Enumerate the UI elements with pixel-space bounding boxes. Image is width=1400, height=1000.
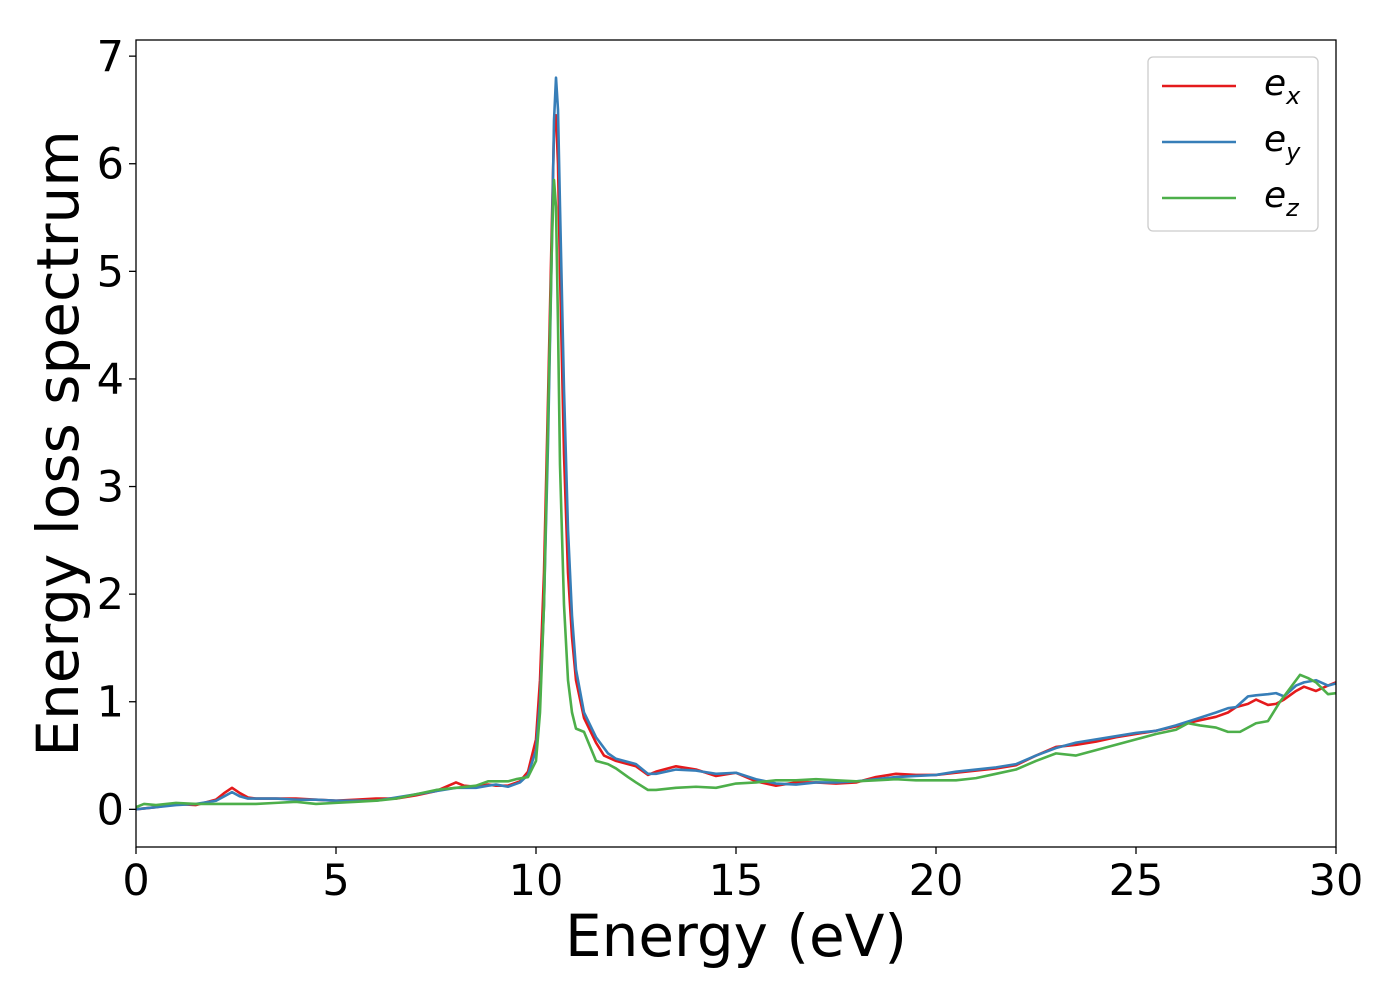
y-tick-label: 1 [97,678,124,728]
y-tick-label: 6 [97,140,124,190]
y-tick-label: 4 [97,355,124,405]
legend: ex ey ez [1147,56,1319,232]
x-tick-label: 15 [709,856,764,906]
plot-lines [136,76,1336,811]
x-tick-label: 25 [1109,856,1164,906]
x-axis: 0 5 10 15 20 25 30 [122,847,1363,906]
x-axis-label: Energy (eV) [565,902,907,970]
y-tick-label: 0 [97,785,124,835]
legend-box [1147,56,1319,232]
y-axis-label: Energy loss spectrum [24,130,92,756]
series-line-z [136,178,1336,809]
y-tick-label: 5 [97,247,124,297]
y-tick-label: 2 [97,570,124,620]
x-tick-label: 20 [909,856,964,906]
legend-label: ex [1264,63,1301,110]
x-tick-label: 5 [322,856,349,906]
y-tick-label: 7 [97,32,124,82]
legend-label: ez [1264,175,1300,222]
y-axis: 0 1 2 3 4 5 6 7 [97,32,136,835]
x-tick-label: 30 [1309,856,1364,906]
y-tick-label: 3 [97,463,124,513]
x-tick-label: 0 [122,856,149,906]
legend-label: ey [1264,119,1301,166]
x-tick-label: 10 [509,856,564,906]
